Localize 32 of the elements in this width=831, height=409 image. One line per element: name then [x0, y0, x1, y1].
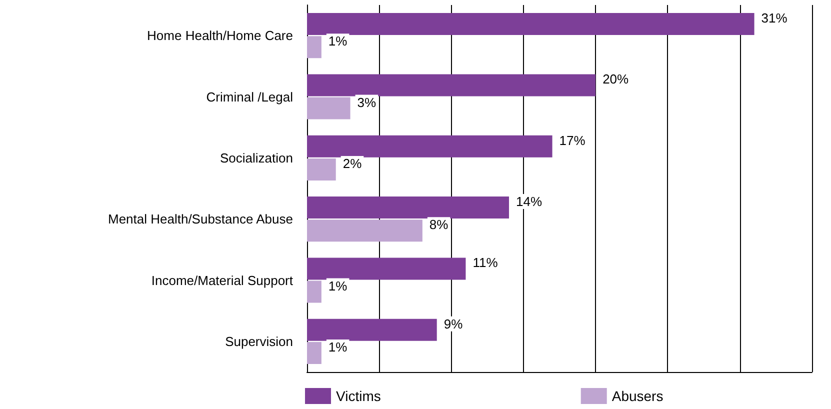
data-label: 1% — [328, 34, 348, 49]
bar — [307, 97, 350, 120]
bar — [307, 158, 336, 180]
data-label: 14% — [516, 194, 542, 210]
data-label: 31% — [761, 10, 788, 26]
data-label: 2% — [342, 156, 362, 171]
bar — [307, 258, 466, 280]
data-label: 8% — [429, 217, 449, 232]
y-tick-label: Home Health/Home Care — [147, 28, 293, 44]
y-tick-label: Mental Health/Substance Abuse — [108, 212, 293, 227]
legend-label: Abusers — [612, 388, 664, 404]
data-label: 1% — [328, 339, 348, 354]
bar — [307, 318, 437, 341]
bar — [307, 280, 322, 303]
data-label: 11% — [472, 255, 498, 270]
y-tick-label: Income/Material Support — [151, 272, 294, 288]
bar — [307, 342, 322, 364]
data-label: 20% — [602, 72, 630, 87]
bar — [307, 36, 322, 58]
data-label: 17% — [559, 132, 586, 148]
data-label: 9% — [444, 316, 464, 332]
y-tick-label: Criminal /Legal — [206, 89, 294, 104]
y-tick-label: Supervision — [225, 334, 293, 349]
bar — [307, 135, 552, 158]
bar — [307, 220, 422, 242]
data-label: 3% — [357, 94, 377, 110]
bar — [307, 196, 509, 219]
bar — [307, 74, 596, 96]
data-label: 1% — [328, 278, 348, 294]
legend-label: Victims — [336, 388, 381, 404]
y-tick-label: Socialization — [220, 150, 293, 166]
bar — [307, 13, 754, 36]
